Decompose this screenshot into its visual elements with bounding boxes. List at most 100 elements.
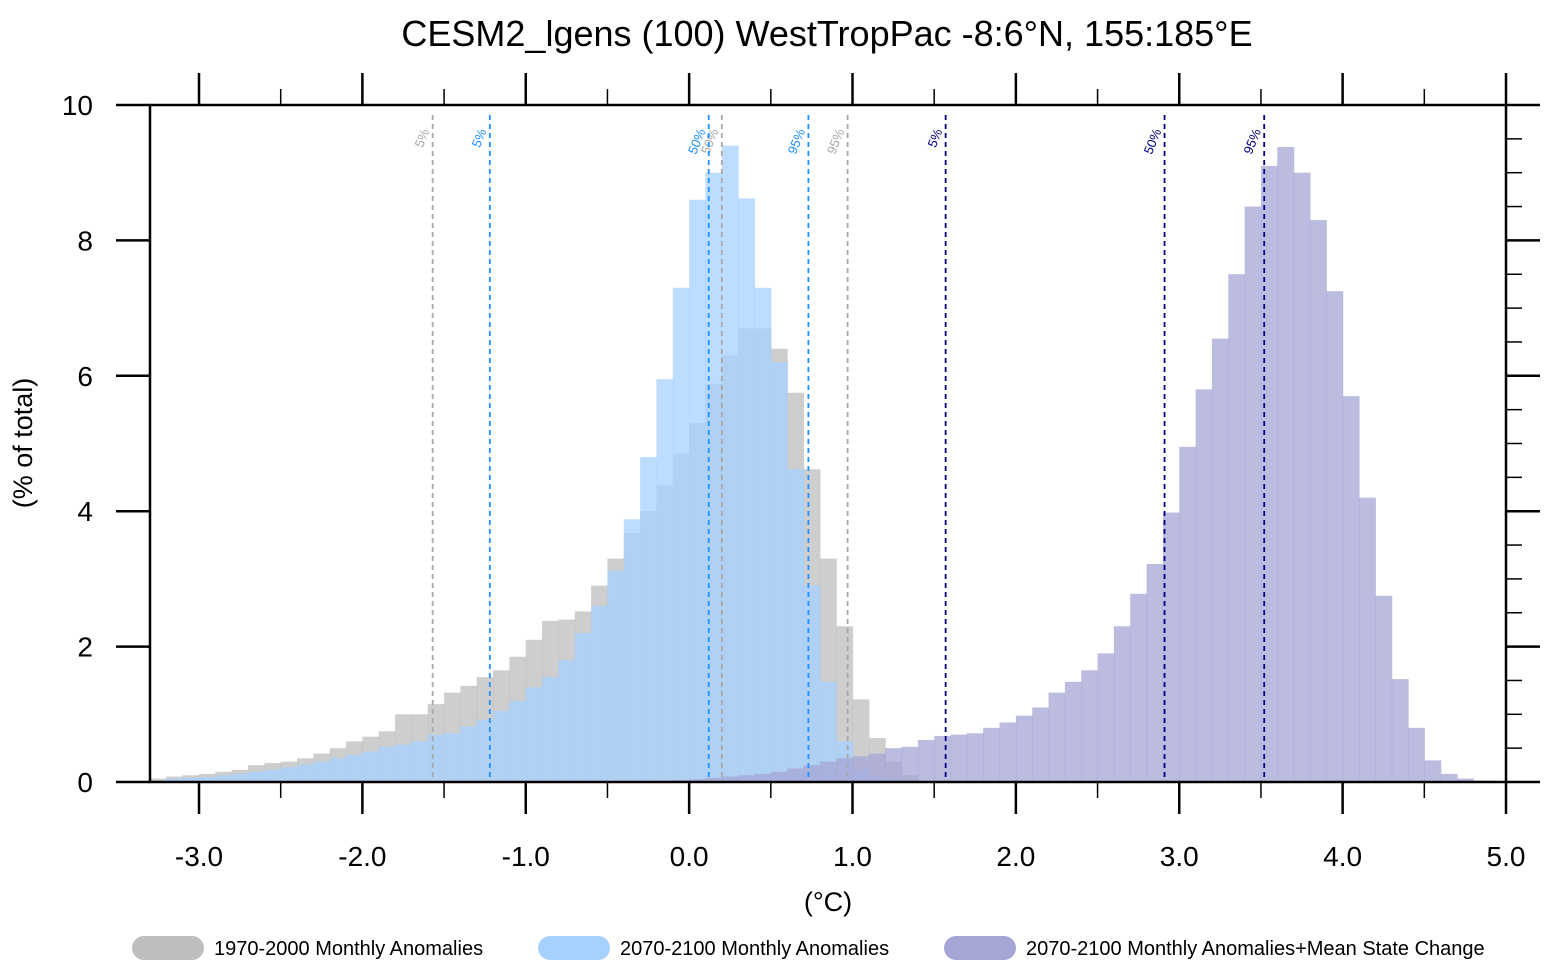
x-tick-label: -3.0 [175,841,223,872]
bar [411,741,429,782]
bar [705,777,723,782]
bar [460,726,478,782]
bar [950,734,968,782]
bar [852,756,870,782]
bar [1440,773,1458,782]
x-tick-labels: -3.0 -2.0 -1.0 0.0 1.0 2.0 3.0 4.0 5.0 [175,841,1526,872]
bar [166,778,184,782]
bar [493,710,511,782]
bar [1358,497,1376,782]
bar [1391,679,1409,782]
series-3 [640,146,1491,783]
legend-swatch [944,936,1016,960]
bar [1195,389,1213,782]
bar [770,771,788,782]
bar [1277,146,1295,783]
bar [476,719,494,782]
legend-swatch [132,936,204,960]
bar [819,681,837,782]
bar [787,768,805,782]
bar [525,687,543,782]
x-tick-label: -1.0 [502,841,550,872]
percentile-label: 50% [1141,126,1165,156]
bar [378,746,396,782]
bar [1375,595,1393,782]
bar [623,519,641,782]
bar [313,761,331,782]
bar [738,775,756,782]
bar [542,677,560,782]
bar [591,605,609,782]
bar [1097,653,1115,782]
bar [1162,512,1180,782]
bar [329,758,347,782]
bar [1293,172,1311,782]
bar [150,778,167,782]
percentile-label: 95% [824,126,848,156]
bar [509,700,527,782]
y-tick-label: 4 [77,496,93,527]
bar [689,779,707,782]
bar [1048,692,1066,782]
bar [558,660,576,782]
bar [1424,760,1442,782]
legend-label: 1970-2000 Monthly Anomalies [214,938,483,960]
x-tick-label: 0.0 [670,841,709,872]
bar [1146,564,1164,782]
percentile-label: 5% [411,126,432,149]
bar [983,727,1001,782]
x-tick-label: 2.0 [996,841,1035,872]
bar [248,771,265,782]
bar [1456,778,1474,782]
bar [346,754,363,782]
bar [1211,338,1229,782]
bar [803,765,821,782]
bar [885,748,903,782]
bar [1407,727,1425,782]
x-axis-label: (°C) [804,887,852,917]
x-tick-label: 1.0 [833,841,872,872]
bar [297,764,314,782]
bar [770,362,788,782]
bar [738,198,756,782]
bar [803,585,821,782]
bar [1081,670,1099,782]
legend-swatch [538,936,610,960]
x-tick-label: -2.0 [338,841,386,872]
bar [754,287,772,782]
bar [672,287,690,782]
bar [1015,715,1033,782]
bar [1130,593,1148,782]
bar [1309,220,1327,783]
legend: 1970-2000 Monthly Anomalies 2070-2100 Mon… [132,936,1485,960]
series-2 [150,145,903,782]
bar [1244,206,1262,783]
percentile-label: 95% [1240,126,1264,156]
bar [427,734,445,782]
bar [1228,274,1246,782]
legend-label: 2070-2100 Monthly Anomalies+Mean State C… [1026,938,1485,960]
y-axis-label: (% of total) [8,378,38,509]
bar [868,753,886,782]
legend-label: 2070-2100 Monthly Anomalies [620,938,889,960]
bar [182,777,200,782]
bar [280,767,298,782]
bar [362,751,380,782]
bar [1342,396,1360,782]
bar [656,379,674,782]
percentile-label: 5% [924,126,945,149]
bar [1326,291,1344,782]
ticks-layer [116,73,1540,814]
bar [444,733,462,782]
bar [966,733,984,782]
y-tick-label: 2 [77,632,93,663]
bar [836,758,854,782]
bar [705,172,723,782]
x-tick-label: 5.0 [1487,841,1526,872]
bar [901,746,919,782]
bar [917,740,935,782]
bar [574,633,592,782]
y-tick-labels: 0 2 4 6 8 10 [62,90,93,798]
bar [934,735,952,782]
